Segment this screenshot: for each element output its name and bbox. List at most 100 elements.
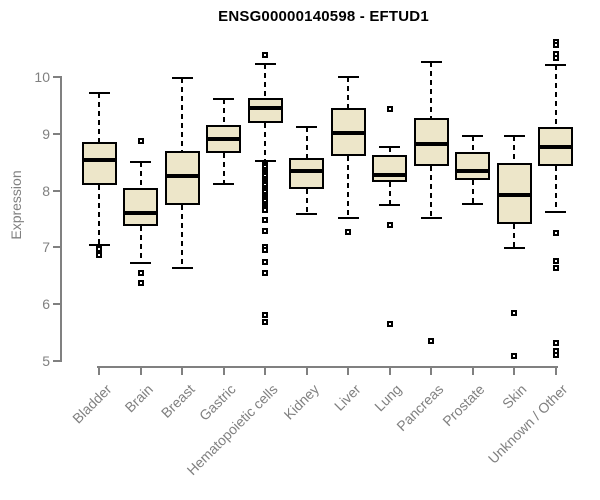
box-prostate [455,151,490,180]
median-prostate [455,169,490,174]
x-axis-line [97,366,558,368]
outlier-hematopoietic-cells [262,269,268,276]
whisker-cap-lower-skin [503,246,525,249]
whisker-cap-lower-breast [171,267,193,270]
x-tick-mark-kidney [305,368,308,375]
x-tick-mark-gastric [222,368,225,375]
outlier-hematopoietic-cells [262,227,268,234]
outlier-pancreas [428,338,434,345]
y-tick-mark-10 [53,76,60,78]
whisker-upper-brain [139,161,142,189]
x-tick-label-kidney: Kidney [280,381,322,423]
x-tick-label-bladder: Bladder [68,381,115,427]
whisker-cap-lower-unknown-other [545,210,566,213]
outlier-unknown-other [552,55,559,62]
x-tick-mark-prostate [471,368,474,375]
whisker-cap-upper-kidney [296,125,317,128]
whisker-cap-lower-bladder [88,244,110,247]
whisker-upper-bladder [98,93,100,142]
outlier-lung [386,105,393,112]
x-tick-label-brain: Brain [121,381,156,416]
median-breast [164,174,200,179]
outlier-brain [137,137,144,144]
outlier-hematopoietic-cells [262,52,268,59]
whisker-lower-prostate [471,179,474,204]
y-tick-mark-9 [53,132,60,135]
x-tick-mark-unknown-other [554,368,557,375]
y-tick-mark-6 [53,303,60,306]
whisker-cap-lower-prostate [462,202,483,205]
outlier-hematopoietic-cells [262,217,268,224]
whisker-upper-kidney [305,126,308,158]
whisker-cap-upper-brain [130,160,151,163]
y-tick-label-9: 9 [42,125,50,142]
whisker-lower-liver [347,155,349,219]
outlier-unknown-other [552,264,559,271]
whisker-upper-skin [513,136,515,164]
whisker-cap-lower-gastric [213,182,234,185]
median-lung [372,172,407,177]
whisker-lower-breast [181,205,183,269]
median-hematopoietic-cells [247,105,283,110]
whisker-cap-upper-skin [503,135,525,138]
outlier-hematopoietic-cells [262,311,268,318]
x-tick-label-skin: Skin [498,381,530,412]
y-tick-mark-8 [53,189,60,192]
whisker-cap-lower-liver [337,217,359,220]
outlier-lung [386,222,393,229]
y-tick-mark-5 [53,360,60,362]
whisker-lower-pancreas [430,166,432,219]
x-tick-mark-hematopoietic-cells [264,368,266,375]
outlier-hematopoietic-cells [262,207,268,214]
whisker-upper-unknown-other [554,65,557,127]
whisker-cap-upper-hematopoietic-cells [254,62,276,65]
outlier-unknown-other [552,351,559,358]
outlier-bladder [96,251,102,258]
whisker-lower-lung [388,181,391,206]
whisker-upper-breast [181,77,183,151]
median-gastric [206,137,241,142]
x-tick-mark-liver [347,368,349,375]
outlier-bladder [96,246,102,253]
whisker-cap-lower-brain [130,262,151,265]
outlier-liver [345,229,351,236]
whisker-lower-kidney [305,189,308,214]
outlier-hematopoietic-cells [262,247,268,254]
whisker-cap-lower-hematopoietic-cells [254,160,276,163]
outlier-unknown-other [552,340,559,347]
whisker-cap-lower-pancreas [420,217,442,220]
x-tick-label-lung: Lung [371,381,405,415]
median-kidney [289,168,324,173]
whisker-upper-prostate [471,135,474,152]
x-tick-label-liver: Liver [330,381,364,414]
box-brain [123,188,158,226]
y-tick-label-8: 8 [42,182,50,199]
outlier-unknown-other [552,230,559,237]
whisker-lower-brain [139,225,142,264]
outlier-brain [137,279,144,286]
median-pancreas [413,142,449,147]
whisker-cap-lower-lung [379,204,400,207]
x-tick-mark-skin [513,368,515,375]
y-tick-label-5: 5 [42,353,50,369]
outlier-hematopoietic-cells [262,258,268,265]
median-brain [123,210,158,215]
chart-title: ENSG00000140598 - EFTUD1 [218,8,429,25]
y-tick-label-6: 6 [42,296,50,313]
median-liver [330,131,366,136]
y-tick-label-10: 10 [34,69,50,85]
y-axis-line [60,76,62,362]
median-skin [496,192,532,197]
box-hematopoietic-cells [247,98,283,123]
x-tick-label-breast: Breast [157,381,198,421]
whisker-lower-hematopoietic-cells [264,123,266,162]
whisker-lower-gastric [222,152,225,184]
outlier-brain [137,269,144,276]
y-axis-title: Expression [8,170,24,240]
whisker-upper-gastric [222,99,225,125]
whisker-lower-unknown-other [554,166,557,212]
median-bladder [81,158,117,163]
whisker-upper-hematopoietic-cells [264,63,266,98]
x-tick-mark-brain [139,368,142,375]
